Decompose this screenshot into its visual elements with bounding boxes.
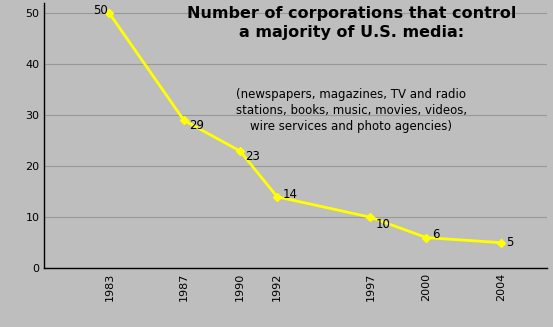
Text: 5: 5 bbox=[507, 236, 514, 249]
Text: 23: 23 bbox=[246, 150, 260, 163]
Text: 29: 29 bbox=[190, 119, 205, 132]
Text: 10: 10 bbox=[376, 218, 391, 231]
Text: (newspapers, magazines, TV and radio
stations, books, music, movies, videos,
wir: (newspapers, magazines, TV and radio sta… bbox=[236, 88, 467, 133]
Text: 14: 14 bbox=[283, 188, 298, 200]
Text: 50: 50 bbox=[93, 4, 107, 17]
Text: 6: 6 bbox=[432, 228, 440, 241]
Text: Number of corporations that control
a majority of U.S. media:: Number of corporations that control a ma… bbox=[186, 6, 516, 40]
